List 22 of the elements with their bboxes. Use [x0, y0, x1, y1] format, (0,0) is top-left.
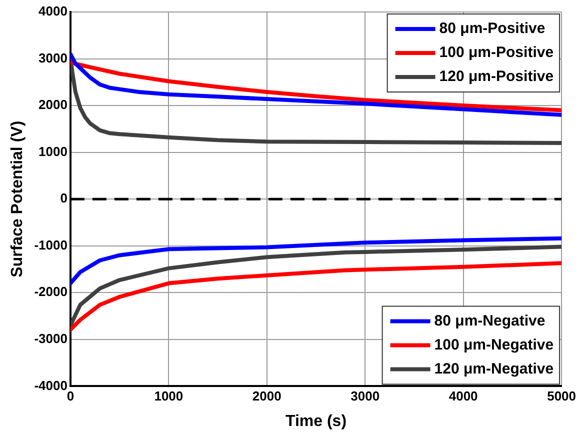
legend-label: 80 μm-Negative: [434, 312, 546, 330]
y-tick-label: -2000: [34, 284, 68, 300]
y-tick-label: 1000: [38, 144, 68, 159]
x-axis-title: Time (s): [285, 412, 347, 430]
legend-label: 100 μm-Negative: [434, 336, 554, 354]
legend-label: 80 μm-Positive: [439, 20, 546, 38]
x-tick-label: 5000: [547, 388, 576, 404]
x-tick-label: 4000: [448, 388, 478, 404]
legend-label: 100 μm-Positive: [439, 44, 554, 62]
x-tick-label: 3000: [350, 388, 380, 404]
legend-label: 120 μm-Positive: [439, 68, 554, 86]
y-axis-title: Surface Potential (V): [9, 120, 26, 278]
y-tick-label: -3000: [34, 331, 68, 346]
x-tick-label: 2000: [252, 388, 282, 404]
y-tick-label: 2000: [38, 97, 68, 112]
y-tick-label: -4000: [34, 378, 68, 393]
y-tick-label: -1000: [34, 237, 68, 252]
y-tick-label: 4000: [38, 4, 68, 19]
legend-label: 120 μm-Negative: [434, 360, 554, 378]
x-tick-label: 1000: [154, 388, 184, 404]
y-tick-label: 3000: [38, 50, 68, 66]
y-tick-label: 0: [60, 190, 68, 206]
